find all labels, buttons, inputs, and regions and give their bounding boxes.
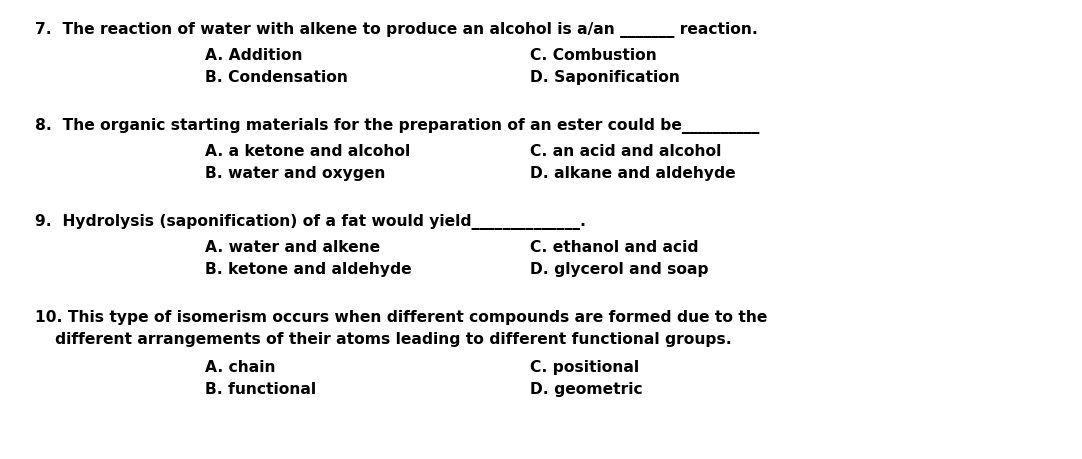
Text: B. ketone and aldehyde: B. ketone and aldehyde — [204, 262, 411, 277]
Text: B. Condensation: B. Condensation — [204, 70, 348, 85]
Text: 7.  The reaction of water with alkene to produce an alcohol is a/an _______ reac: 7. The reaction of water with alkene to … — [35, 22, 757, 38]
Text: 9.  Hydrolysis (saponification) of a fat would yield______________.: 9. Hydrolysis (saponification) of a fat … — [35, 214, 586, 230]
Text: A. chain: A. chain — [204, 360, 276, 375]
Text: D. geometric: D. geometric — [530, 382, 643, 397]
Text: 10. This type of isomerism occurs when different compounds are formed due to the: 10. This type of isomerism occurs when d… — [35, 310, 767, 325]
Text: C. ethanol and acid: C. ethanol and acid — [530, 240, 699, 255]
Text: B. water and oxygen: B. water and oxygen — [204, 166, 385, 181]
Text: A. water and alkene: A. water and alkene — [204, 240, 380, 255]
Text: different arrangements of their atoms leading to different functional groups.: different arrangements of their atoms le… — [55, 332, 731, 347]
Text: D. Saponification: D. Saponification — [530, 70, 679, 85]
Text: A. Addition: A. Addition — [204, 48, 303, 63]
Text: D. glycerol and soap: D. glycerol and soap — [530, 262, 709, 277]
Text: A. a ketone and alcohol: A. a ketone and alcohol — [204, 144, 410, 159]
Text: B. functional: B. functional — [204, 382, 316, 397]
Text: C. positional: C. positional — [530, 360, 639, 375]
Text: C. Combustion: C. Combustion — [530, 48, 657, 63]
Text: D. alkane and aldehyde: D. alkane and aldehyde — [530, 166, 736, 181]
Text: C. an acid and alcohol: C. an acid and alcohol — [530, 144, 722, 159]
Text: 8.  The organic starting materials for the preparation of an ester could be_____: 8. The organic starting materials for th… — [35, 118, 760, 134]
